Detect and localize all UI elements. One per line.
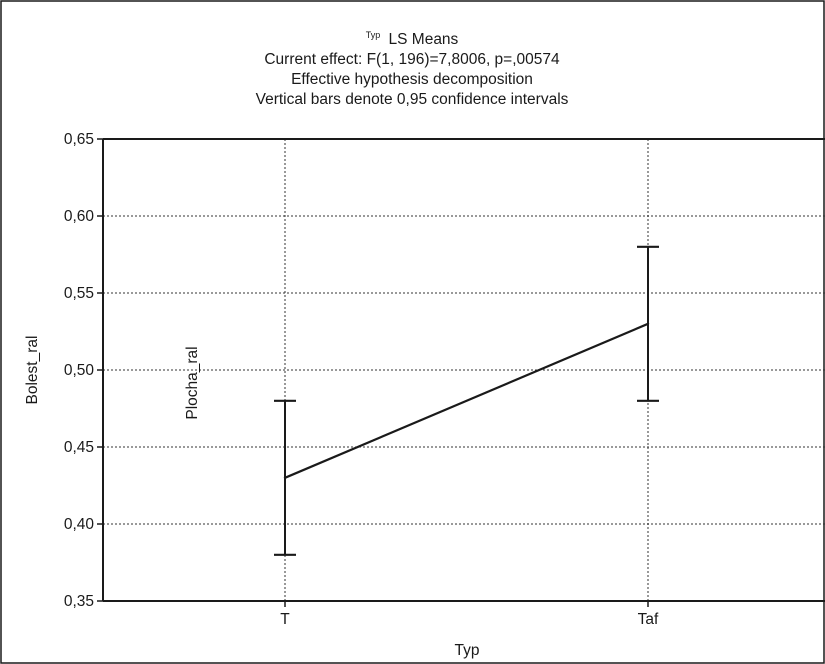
subtitle-line-2: Effective hypothesis decomposition (291, 71, 533, 88)
data-point (284, 477, 286, 479)
y-axis-label: Bolest_ral (24, 336, 41, 405)
y-tick-label: 0,45 (64, 439, 94, 456)
title-main: LS Means (389, 31, 459, 48)
x-axis-label: Typ (455, 642, 480, 659)
y-tick-label: 0,40 (64, 516, 95, 533)
y-tick-label: 0,65 (64, 131, 94, 148)
subtitle-line-1: Current effect: F(1, 196)=7,8006, p=,005… (264, 51, 560, 68)
data-point (647, 323, 649, 325)
subtitle-line-3: Vertical bars denote 0,95 confidence int… (256, 91, 569, 108)
title-superscript: Typ (366, 30, 381, 40)
x-tick-label: T (280, 611, 290, 628)
y-tick-label: 0,55 (64, 285, 94, 302)
y-tick-label: 0,60 (64, 208, 95, 225)
y-tick-label: 0,50 (64, 362, 95, 379)
inner-label: Plocha_ral (184, 346, 201, 419)
x-tick-label: Taf (638, 611, 659, 628)
y-tick-label: 0,35 (64, 593, 94, 610)
